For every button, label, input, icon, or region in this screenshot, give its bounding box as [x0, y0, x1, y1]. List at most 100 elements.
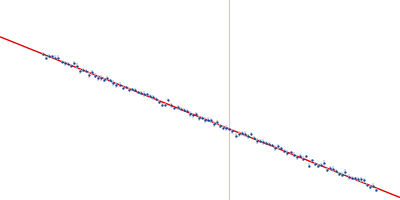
- Point: [61, 62, 68, 65]
- Point: [211, 122, 217, 125]
- Point: [352, 177, 358, 180]
- Point: [360, 179, 367, 182]
- Point: [242, 133, 248, 136]
- Point: [324, 168, 330, 172]
- Point: [248, 132, 254, 135]
- Point: [300, 157, 306, 160]
- Point: [278, 147, 284, 150]
- Point: [244, 135, 251, 138]
- Point: [339, 173, 346, 176]
- Point: [202, 118, 208, 122]
- Point: [64, 62, 71, 65]
- Point: [49, 55, 56, 58]
- Point: [373, 188, 379, 191]
- Point: [229, 130, 236, 133]
- Point: [83, 69, 89, 72]
- Point: [226, 127, 233, 130]
- Point: [287, 151, 294, 154]
- Point: [68, 64, 74, 67]
- Point: [251, 136, 257, 140]
- Point: [55, 56, 62, 59]
- Point: [309, 159, 315, 162]
- Point: [171, 106, 178, 109]
- Point: [135, 91, 141, 94]
- Point: [214, 121, 220, 124]
- Point: [116, 83, 123, 86]
- Point: [263, 141, 269, 144]
- Point: [132, 88, 138, 91]
- Point: [238, 132, 245, 135]
- Point: [138, 92, 144, 95]
- Point: [294, 156, 300, 159]
- Point: [74, 64, 80, 68]
- Point: [153, 97, 159, 100]
- Point: [141, 93, 147, 96]
- Point: [364, 183, 370, 186]
- Point: [269, 144, 275, 147]
- Point: [354, 178, 361, 181]
- Point: [199, 116, 205, 119]
- Point: [104, 77, 110, 80]
- Point: [156, 101, 162, 104]
- Point: [98, 76, 104, 79]
- Point: [296, 154, 303, 157]
- Point: [46, 54, 52, 57]
- Point: [342, 171, 349, 174]
- Point: [110, 81, 117, 85]
- Point: [190, 114, 196, 117]
- Point: [77, 70, 83, 73]
- Point: [272, 147, 278, 150]
- Point: [174, 106, 181, 109]
- Point: [217, 125, 224, 128]
- Point: [358, 178, 364, 181]
- Point: [159, 103, 166, 106]
- Point: [70, 62, 77, 65]
- Point: [186, 113, 193, 116]
- Point: [205, 118, 211, 121]
- Point: [284, 151, 291, 154]
- Point: [370, 184, 376, 187]
- Point: [184, 109, 190, 112]
- Point: [208, 119, 214, 122]
- Point: [193, 112, 199, 115]
- Point: [180, 108, 187, 111]
- Point: [52, 56, 59, 59]
- Point: [86, 73, 92, 77]
- Point: [232, 134, 239, 137]
- Point: [196, 117, 202, 120]
- Point: [333, 170, 340, 173]
- Point: [275, 145, 282, 148]
- Point: [43, 56, 50, 60]
- Point: [345, 175, 352, 179]
- Point: [336, 172, 342, 176]
- Point: [260, 140, 266, 144]
- Point: [177, 108, 184, 111]
- Point: [95, 76, 101, 79]
- Point: [80, 69, 86, 72]
- Point: [257, 140, 263, 143]
- Point: [40, 52, 46, 55]
- Point: [147, 94, 153, 97]
- Point: [321, 161, 327, 165]
- Point: [113, 83, 120, 86]
- Point: [165, 98, 172, 101]
- Point: [101, 78, 108, 82]
- Point: [220, 126, 226, 129]
- Point: [318, 164, 324, 167]
- Point: [254, 140, 260, 143]
- Point: [150, 96, 156, 99]
- Point: [162, 103, 168, 106]
- Point: [306, 164, 312, 167]
- Point: [168, 104, 175, 107]
- Point: [348, 176, 355, 179]
- Point: [119, 86, 126, 89]
- Point: [92, 74, 98, 77]
- Point: [58, 60, 65, 63]
- Point: [122, 85, 129, 89]
- Point: [330, 167, 336, 171]
- Point: [144, 93, 150, 96]
- Point: [126, 88, 132, 91]
- Point: [89, 70, 95, 73]
- Point: [312, 163, 318, 166]
- Point: [128, 88, 135, 91]
